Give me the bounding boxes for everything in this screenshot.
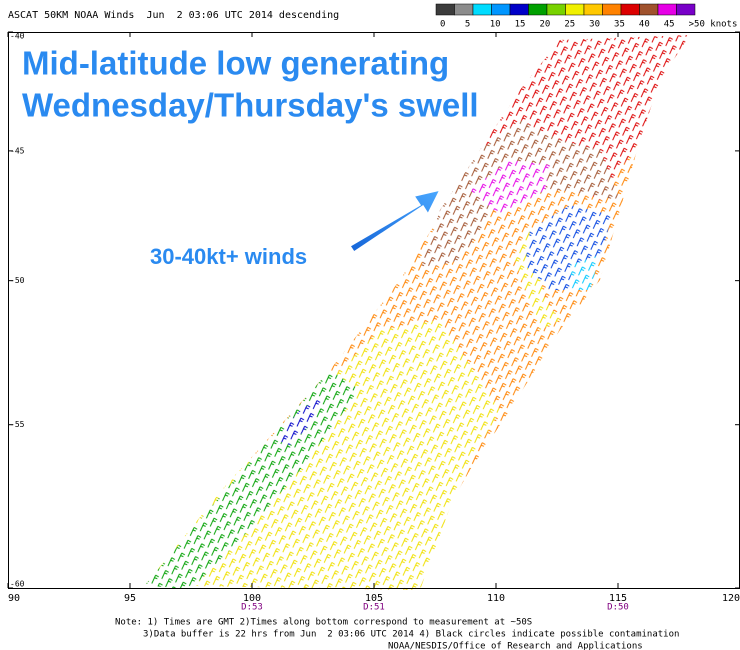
legend-label: >50 knots: [689, 20, 738, 30]
x-tick-label: 100: [243, 593, 261, 604]
x-tick-label: 115: [609, 593, 627, 604]
time-label: D:50: [607, 603, 629, 613]
y-tick-label: -55: [10, 420, 25, 429]
legend-label: 30: [589, 20, 600, 30]
legend-swatch: [435, 3, 455, 16]
legend-label: 45: [664, 20, 675, 30]
legend-swatch: [546, 3, 566, 16]
legend-label: 35: [614, 20, 625, 30]
legend-swatch: [528, 3, 548, 16]
note: 3)Data buffer is 22 hrs from Jun 2 03:06…: [143, 630, 679, 640]
legend-swatch: [454, 3, 474, 16]
wind-region: [570, 255, 600, 290]
wind-swath: [145, 35, 690, 590]
legend-swatch: [509, 3, 529, 16]
arrow: [348, 188, 442, 254]
legend-swatch: [639, 3, 659, 16]
time-label: D:51: [363, 603, 385, 613]
wind-region: [275, 395, 325, 445]
legend-swatch: [472, 3, 492, 16]
legend-swatch: [565, 3, 585, 16]
legend-label: 10: [490, 20, 501, 30]
headline: Mid-latitude low generating: [22, 45, 449, 82]
note: NOAA/NESDIS/Office of Research and Appli…: [388, 642, 643, 650]
x-tick-label: 95: [124, 593, 136, 604]
x-tick-label: 110: [487, 593, 505, 604]
legend-swatch: [676, 3, 696, 16]
legend-label: 0: [440, 20, 445, 30]
legend-label: 40: [639, 20, 650, 30]
y-tick-label: -40: [10, 32, 25, 41]
legend-swatch: [491, 3, 511, 16]
y-tick-label: -50: [10, 276, 25, 285]
legend-swatch: [657, 3, 677, 16]
legend-swatch: [602, 3, 622, 16]
y-tick-label: -45: [10, 146, 25, 155]
legend-label: 25: [564, 20, 575, 30]
x-tick-label: 120: [722, 593, 740, 604]
arrow-label: 30-40kt+ winds: [150, 244, 307, 269]
legend-label: 15: [515, 20, 526, 30]
legend-label: 20: [539, 20, 550, 30]
legend-swatch: [583, 3, 603, 16]
headline: Wednesday/Thursday's swell: [22, 87, 479, 124]
y-tick-label: -60: [10, 580, 25, 589]
x-tick-label: 90: [8, 593, 20, 604]
x-tick-label: 105: [365, 593, 383, 604]
legend-swatch: [620, 3, 640, 16]
note: Note: 1) Times are GMT 2)Times along bot…: [115, 618, 532, 628]
map-title: ASCAT 50KM NOAA Winds Jun 2 03:06 UTC 20…: [8, 10, 339, 21]
wind-region: [470, 160, 550, 215]
time-label: D:53: [241, 603, 263, 613]
legend-label: 5: [465, 20, 470, 30]
wind-region: [515, 230, 560, 330]
